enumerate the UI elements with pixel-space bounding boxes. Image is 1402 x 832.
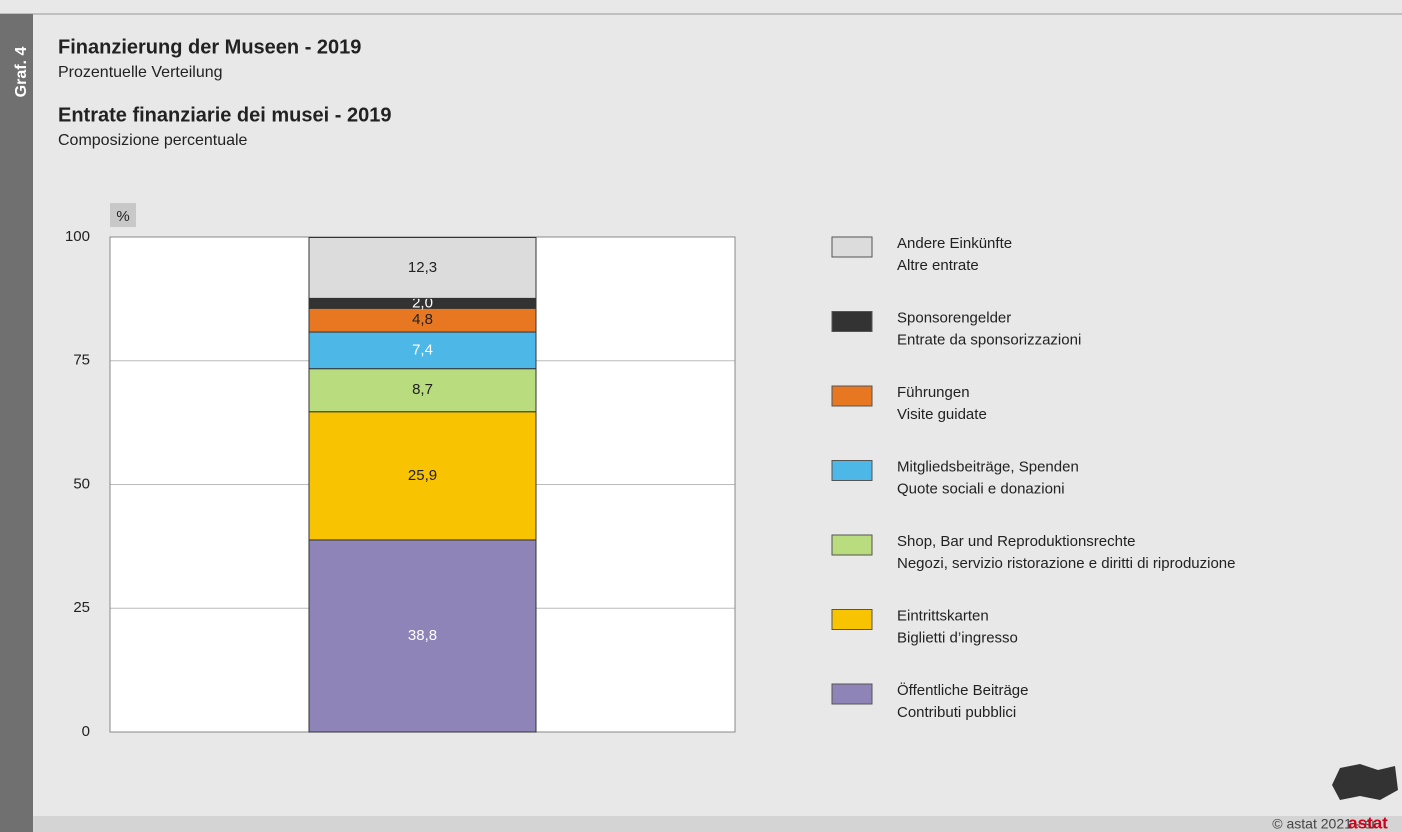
value-label: 8,7 <box>412 381 433 398</box>
bar-segment <box>308 411 537 541</box>
legend-label: Sponsorengelder <box>897 309 1011 326</box>
legend-swatch <box>831 534 873 556</box>
legend-label-it: Altre entrate <box>897 257 979 274</box>
unit-box <box>110 203 136 227</box>
value-label: 38,8 <box>408 627 437 644</box>
legend-label-it: Visite guidate <box>897 406 987 423</box>
footer-band <box>0 816 1402 832</box>
value-label: 12,3 <box>408 259 437 276</box>
chart-title: Finanzierung der Museen - 2019 <box>58 36 361 58</box>
legend-label: Eintrittskarten <box>897 607 989 624</box>
y-tick-label: 50 <box>73 475 90 492</box>
legend-label: Shop, Bar und Reproduktionsrechte <box>897 533 1135 550</box>
legend-label: Andere Einkünfte <box>897 235 1012 252</box>
chart-subtitle-it: Composizione percentuale <box>58 132 248 149</box>
y-tick-label: 75 <box>73 352 90 369</box>
bar-segment <box>308 331 537 370</box>
legend-swatch <box>831 683 873 705</box>
legend-swatch <box>831 311 873 332</box>
legend-label-it: Biglietti d’ingresso <box>897 629 1018 646</box>
legend-swatch <box>831 609 873 630</box>
legend-swatch <box>831 385 873 407</box>
y-tick-label: 0 <box>82 723 90 740</box>
legend-label: Öffentliche Beiträge <box>897 681 1028 699</box>
logo: astat <box>1348 813 1388 832</box>
value-label: 25,9 <box>408 467 437 484</box>
logo-map <box>1332 764 1398 800</box>
y-tick-label: 25 <box>73 599 90 616</box>
legend-label: Mitgliedsbeiträge, Spenden <box>897 458 1079 475</box>
chart-title-it: Entrate finanziarie dei musei - 2019 <box>58 104 391 126</box>
footer: © astat 2021 - sr <box>1272 816 1376 832</box>
badge: Graf. 4 <box>13 47 30 98</box>
legend-label-it: Quote sociali e donazioni <box>897 480 1065 497</box>
legend-label-it: Negozi, servizio ristorazione e diritti … <box>897 555 1235 572</box>
legend-swatch <box>831 460 873 481</box>
legend-label-it: Contributi pubblici <box>897 704 1016 721</box>
unit-label: % <box>116 208 129 225</box>
legend-label: Führungen <box>897 384 970 401</box>
legend-swatch <box>831 236 873 258</box>
side-strip <box>0 14 33 832</box>
bar-segment <box>308 236 537 299</box>
legend-label-it: Entrate da sponsorizzazioni <box>897 331 1081 348</box>
value-label: 7,4 <box>412 341 433 358</box>
chart-subtitle: Prozentuelle Verteilung <box>58 64 223 81</box>
y-tick-label: 100 <box>65 228 90 245</box>
value-label: 4,8 <box>412 311 433 328</box>
